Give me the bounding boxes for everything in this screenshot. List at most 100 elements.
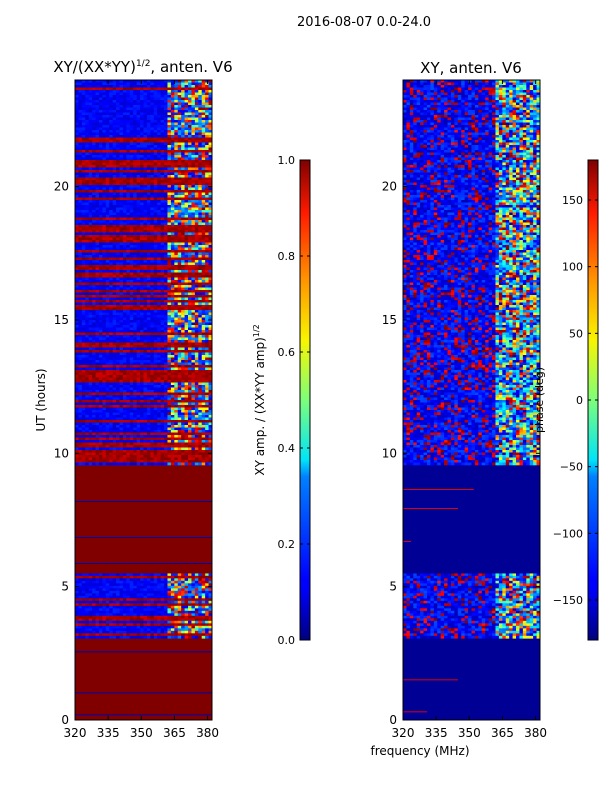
heatmap-cell [85,157,89,161]
heatmap-cell [174,207,179,211]
heatmap-cell [188,92,192,96]
heatmap-cell [191,232,196,236]
heatmap-cell [164,310,168,313]
heatmap-cell [150,320,155,323]
heatmap-cell [136,130,141,133]
heatmap-cell [92,295,96,298]
heatmap-cell [157,578,161,582]
heatmap-cell [75,145,79,148]
heatmap-cell [194,595,199,599]
heatmap-cell [177,633,182,637]
heatmap-cell [78,295,83,298]
heatmap-cell [109,230,113,233]
heatmap-cell [88,573,93,577]
heatmap-cell [129,162,134,166]
heatmap-cell [95,295,100,298]
heatmap-cell [92,605,96,609]
heatmap-cell [75,102,79,106]
heatmap-cell [143,140,148,143]
heatmap-cell [146,105,151,108]
heatmap-cell [191,115,196,118]
heatmap-cell [188,135,192,138]
heatmap-cell [157,115,161,118]
heatmap-cell [119,247,124,251]
heatmap-cell [112,302,117,306]
heatmap-cell [112,270,117,273]
heatmap-cell [146,317,151,321]
heatmap-cell [92,608,96,612]
heatmap-cell [150,585,155,589]
heatmap-cell [119,152,124,156]
heatmap-cell [198,222,203,226]
heatmap-cell [133,142,137,146]
heatmap-cell [116,603,120,607]
heatmap-cell [177,162,182,166]
heatmap-cell [201,102,206,106]
heatmap-cell [143,120,148,123]
heatmap-cell [105,600,110,604]
heatmap-cell [98,207,103,211]
heatmap-cell [140,598,144,602]
heatmap-cell [153,232,158,236]
heatmap-cell [146,290,151,293]
heatmap-cell [146,107,151,111]
heatmap-cell [136,305,141,308]
heatmap-cell [188,615,192,619]
heatmap-cell [109,172,113,176]
heatmap-cell [150,287,155,291]
heatmap-cell [122,180,127,183]
heatmap-cell [150,217,155,221]
heatmap-cell [133,260,137,263]
heatmap-cell [136,578,141,582]
heatmap-cell [105,195,110,198]
heatmap-cell [188,600,192,604]
heatmap-cell [136,132,141,136]
heatmap-cell [112,115,117,118]
heatmap-cell [181,625,185,629]
heatmap-cell [201,230,206,233]
heatmap-cell [153,180,158,183]
heatmap-cell [92,297,96,301]
heatmap-cell [102,175,107,178]
heatmap-cell [102,320,107,323]
heatmap-cell [184,292,189,296]
heatmap-cell [157,137,161,141]
heatmap-cell [174,160,179,163]
heatmap-cell [201,618,206,622]
heatmap-cell [177,157,182,161]
heatmap-cell [119,80,124,83]
heatmap-cell [170,633,175,637]
heatmap-cell [105,595,110,599]
heatmap-cell [153,102,158,106]
heatmap-cell [177,222,182,226]
heatmap-cell [122,122,127,126]
heatmap-cell [198,157,203,161]
heatmap-cell [146,210,151,213]
heatmap-cell [140,147,144,151]
heatmap-cell [119,310,124,313]
heatmap-cell [122,237,127,241]
heatmap-cell [198,623,203,627]
heatmap-cell [116,202,120,206]
heatmap-cell [78,230,83,233]
heatmap-cell [167,583,172,587]
heatmap-cell [184,220,189,223]
heatmap-cell [112,598,117,602]
heatmap-cell [201,322,206,326]
heatmap-cell [191,90,196,93]
heatmap-cell [164,315,168,318]
heatmap-cell [150,135,155,138]
heatmap-cell [116,167,120,171]
heatmap-cell [191,95,196,98]
heatmap-cell [201,585,206,589]
heatmap-cell [191,635,196,639]
heatmap-cell [188,305,192,308]
heatmap-cell [126,578,131,582]
heatmap-cell [98,130,103,133]
heatmap-cell [191,270,196,273]
heatmap-cell [112,220,117,223]
heatmap-cell [184,132,189,136]
heatmap-cell [174,107,179,111]
heatmap-cell [122,598,127,602]
heatmap-cell [105,140,110,143]
